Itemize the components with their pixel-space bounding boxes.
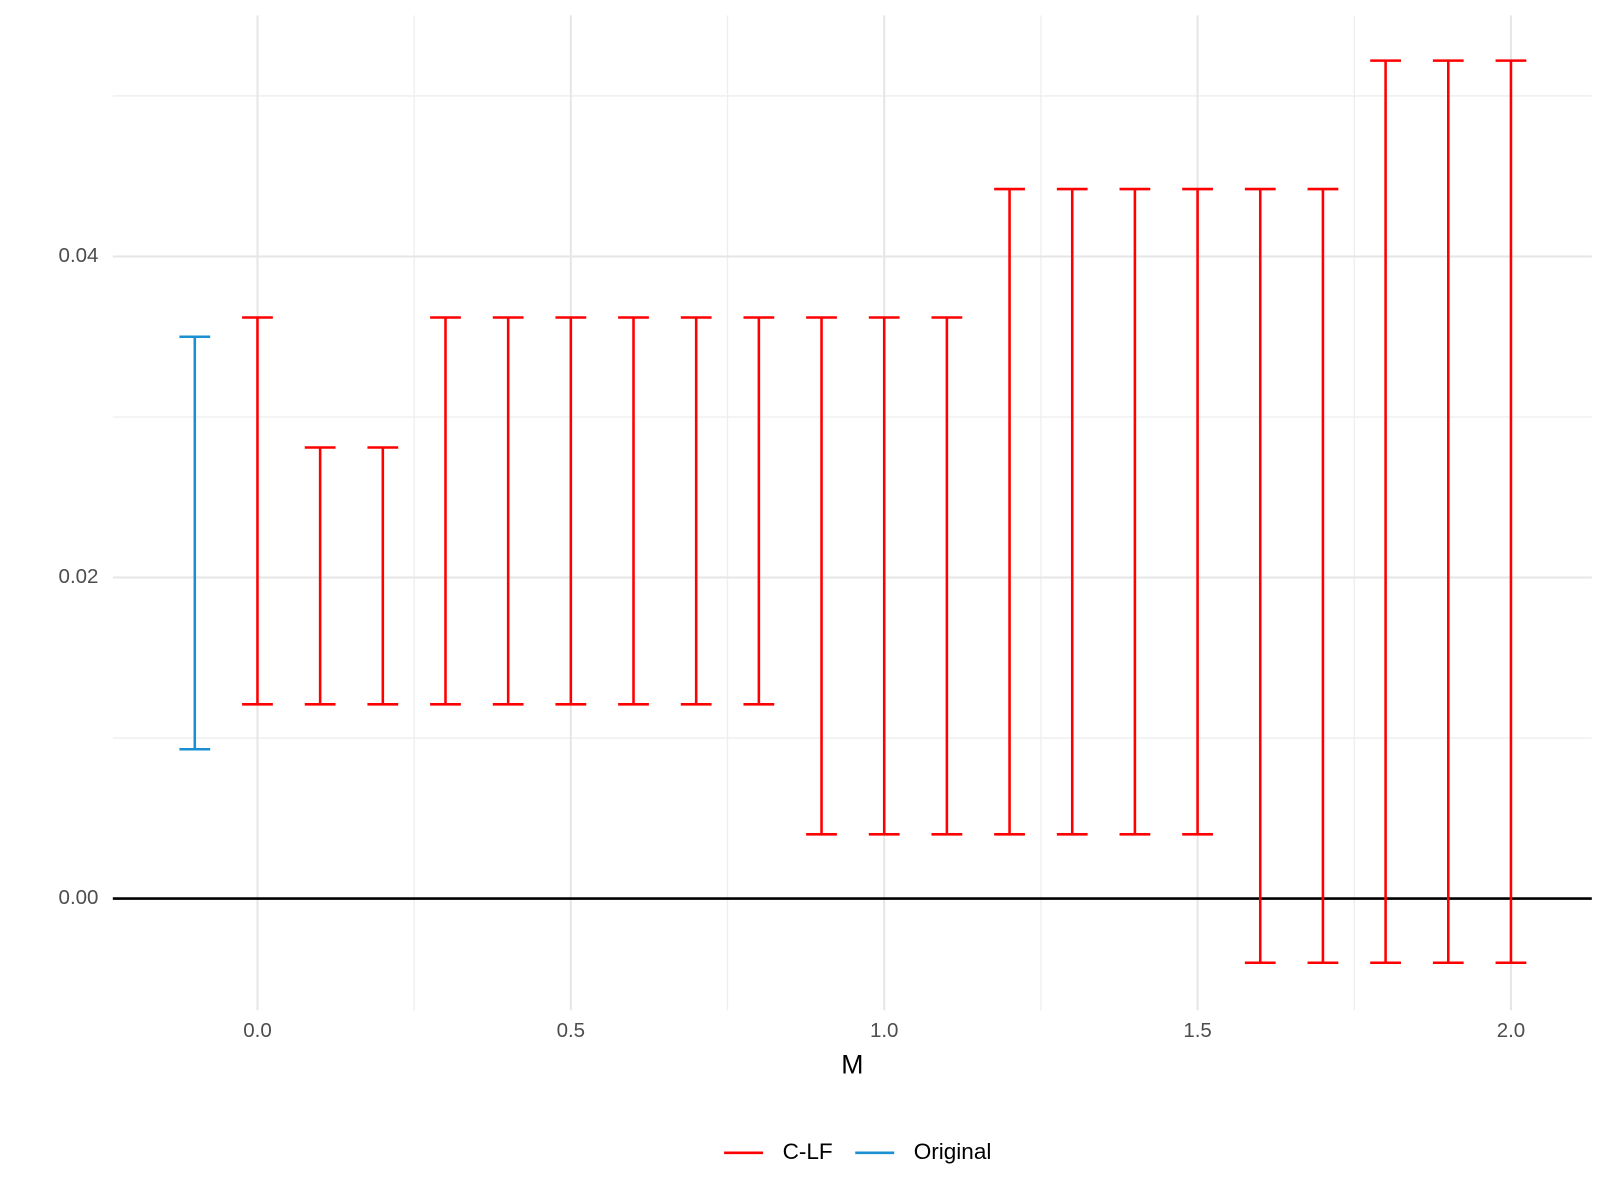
y-tick-label: 0.00 (59, 886, 99, 909)
legend-label: C-LF (783, 1139, 833, 1164)
x-tick-label: 1.0 (870, 1019, 899, 1042)
x-tick-label: 2.0 (1497, 1019, 1526, 1042)
x-tick-label: 0.5 (557, 1019, 586, 1042)
x-tick-label: 1.5 (1183, 1019, 1212, 1042)
x-tick-label: 0.0 (243, 1019, 271, 1042)
y-tick-label: 0.04 (59, 244, 99, 267)
y-tick-label: 0.02 (59, 565, 99, 588)
x-axis-label: M (841, 1050, 863, 1080)
legend-label: Original (914, 1139, 992, 1164)
